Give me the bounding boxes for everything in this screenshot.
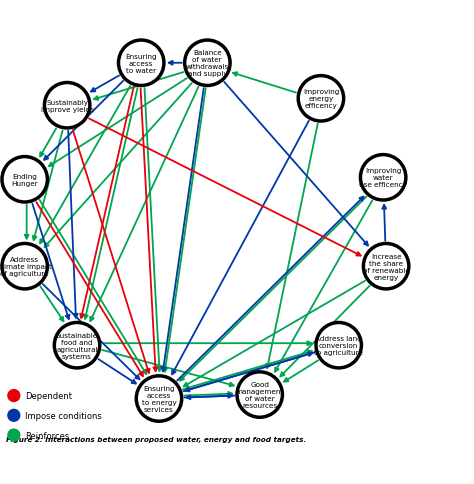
Text: Figure 2: Interactions between proposed water, energy and food targets.: Figure 2: Interactions between proposed … (6, 436, 306, 442)
Circle shape (118, 41, 164, 86)
Text: Sustainably
improve yields: Sustainably improve yields (41, 100, 94, 112)
Text: Good
management
of water
resources: Good management of water resources (236, 381, 284, 408)
Circle shape (364, 244, 409, 289)
Circle shape (298, 76, 344, 122)
Circle shape (360, 155, 406, 200)
Circle shape (237, 372, 283, 417)
Circle shape (2, 244, 47, 289)
Circle shape (8, 429, 20, 441)
Text: Ensuring
access
to water: Ensuring access to water (126, 54, 157, 74)
Text: Impose conditions: Impose conditions (25, 411, 101, 420)
Circle shape (45, 83, 90, 129)
Text: Improving
water
use efficency: Improving water use efficency (359, 168, 407, 188)
Text: Ending
Hunger: Ending Hunger (11, 173, 38, 186)
Text: Balance
of water
withdrawals
and supply: Balance of water withdrawals and supply (186, 50, 229, 77)
Text: Reinforces: Reinforces (25, 431, 69, 439)
Text: Sustainable
food and
agricultural
systems: Sustainable food and agricultural system… (56, 332, 98, 359)
Text: Ensuring
access
to energy
services: Ensuring access to energy services (142, 385, 176, 412)
Circle shape (8, 409, 20, 422)
Text: Address land
conversion
to agriculture: Address land conversion to agriculture (314, 335, 363, 355)
Circle shape (2, 157, 47, 203)
Circle shape (185, 41, 230, 86)
Text: Address
climate impact
of agriculture: Address climate impact of agriculture (0, 257, 52, 277)
Text: Improving
energy
efficency: Improving energy efficency (303, 89, 339, 109)
Text: Dependent: Dependent (25, 391, 72, 400)
Text: Increase
the share
of renewable
energy: Increase the share of renewable energy (363, 253, 410, 280)
Circle shape (8, 390, 20, 402)
Circle shape (136, 376, 182, 422)
Circle shape (316, 323, 361, 368)
Circle shape (55, 323, 100, 368)
